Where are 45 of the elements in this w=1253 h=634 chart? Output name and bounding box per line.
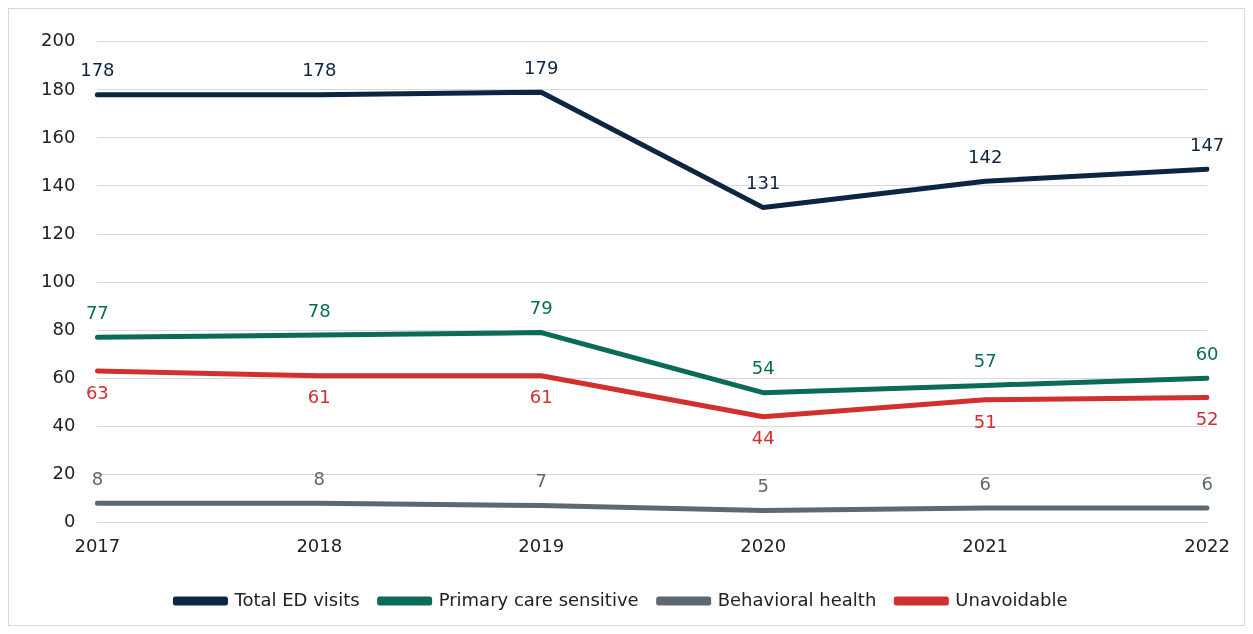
x-tick-label: 2020 bbox=[740, 534, 787, 556]
legend-label: Behavioral health bbox=[717, 588, 877, 610]
data-label: 178 bbox=[80, 59, 115, 81]
y-tick-label: 80 bbox=[52, 317, 76, 339]
y-tick-label: 200 bbox=[41, 29, 76, 51]
data-label: 79 bbox=[529, 297, 553, 319]
x-tick-label: 2021 bbox=[962, 534, 1009, 556]
x-tick-label: 2017 bbox=[74, 534, 121, 556]
data-label: 61 bbox=[529, 386, 553, 408]
data-label: 60 bbox=[1195, 342, 1219, 364]
data-label: 8 bbox=[91, 467, 104, 489]
data-label: 5 bbox=[757, 475, 769, 497]
data-label: 63 bbox=[85, 381, 109, 403]
data-label: 8 bbox=[313, 467, 326, 489]
data-label: 131 bbox=[746, 172, 781, 194]
x-tick-label: 2019 bbox=[518, 534, 565, 556]
data-label: 147 bbox=[1189, 133, 1225, 155]
data-label: 7 bbox=[535, 470, 547, 492]
legend-label: Primary care sensitive bbox=[438, 588, 639, 610]
y-tick-label: 20 bbox=[52, 462, 76, 484]
data-label: 44 bbox=[751, 427, 775, 449]
y-tick-label: 0 bbox=[63, 510, 76, 532]
data-label: 78 bbox=[307, 299, 331, 321]
x-tick-label: 2022 bbox=[1184, 534, 1230, 556]
x-tick-label: 2018 bbox=[296, 534, 343, 556]
data-label: 51 bbox=[973, 410, 997, 432]
data-label: 54 bbox=[751, 357, 775, 379]
data-label: 57 bbox=[973, 350, 997, 372]
data-label: 179 bbox=[524, 56, 559, 78]
data-label: 6 bbox=[979, 472, 991, 494]
legend-label: Total ED visits bbox=[233, 588, 360, 610]
data-label: 178 bbox=[302, 59, 337, 81]
y-tick-label: 140 bbox=[41, 173, 76, 195]
y-tick-label: 40 bbox=[52, 413, 76, 435]
y-tick-label: 100 bbox=[41, 269, 76, 291]
legend-label: Unavoidable bbox=[955, 588, 1068, 610]
data-label: 142 bbox=[967, 145, 1003, 167]
y-tick-label: 60 bbox=[52, 365, 76, 387]
y-tick-label: 180 bbox=[41, 77, 76, 99]
data-label: 6 bbox=[1201, 472, 1213, 494]
y-tick-label: 160 bbox=[41, 125, 76, 147]
data-label: 77 bbox=[85, 302, 109, 324]
data-label: 52 bbox=[1195, 408, 1219, 430]
y-tick-label: 120 bbox=[41, 221, 76, 243]
data-label: 61 bbox=[307, 386, 331, 408]
